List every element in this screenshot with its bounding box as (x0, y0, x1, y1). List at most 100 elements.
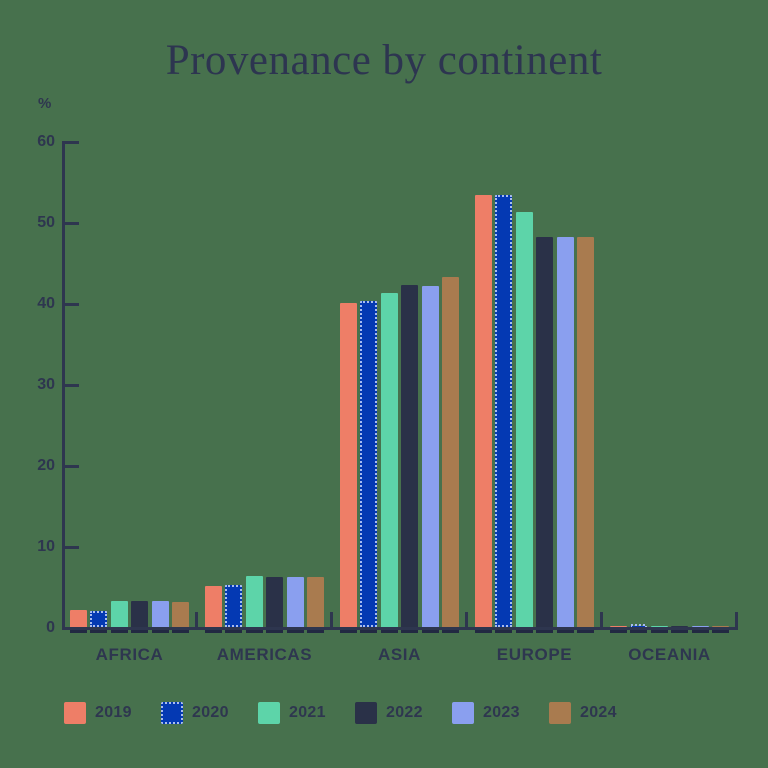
bar-base-oceania-2022 (671, 629, 688, 633)
bar-base-europe-2022 (536, 629, 553, 633)
bar-oceania-2020 (630, 626, 647, 627)
bar-base-africa-2021 (110, 629, 128, 633)
y-tick-60 (65, 141, 79, 144)
bar-oceania-2024 (712, 626, 729, 627)
legend-swatch-2021 (258, 702, 280, 724)
bar-americas-2022 (266, 577, 283, 627)
y-tick-20 (65, 465, 79, 468)
y-tick-label-60: 60 (37, 133, 55, 150)
bar-europe-2020 (495, 195, 512, 627)
bar-africa-2021 (110, 601, 128, 627)
category-label-asia: ASIA (377, 645, 422, 664)
bar-oceania-2023 (691, 626, 709, 627)
category-label-europe: EUROPE (496, 645, 573, 664)
bar-base-europe-2023 (556, 629, 574, 633)
bar-base-asia-2019 (339, 629, 357, 633)
bar-base-africa-2023 (151, 629, 169, 633)
bar-africa-2024 (172, 602, 189, 627)
bar-europe-2021 (515, 212, 533, 627)
y-axis-unit-label: % (38, 95, 52, 112)
bar-europe-2022 (536, 237, 553, 627)
bar-base-africa-2024 (172, 629, 189, 633)
bar-africa-2022 (131, 601, 148, 627)
bar-europe-2019 (474, 195, 492, 627)
bar-base-oceania-2019 (609, 629, 627, 633)
bar-base-europe-2024 (577, 629, 594, 633)
bar-americas-2023 (286, 577, 304, 627)
bar-base-asia-2024 (442, 629, 459, 633)
chart-title: Provenance by continent (165, 37, 603, 84)
y-tick-label-0: 0 (46, 619, 55, 636)
bar-base-oceania-2024 (712, 629, 729, 633)
y-tick-label-50: 50 (37, 214, 55, 231)
x-tick-1 (195, 612, 198, 627)
bar-asia-2020 (360, 301, 377, 627)
bar-base-europe-2019 (474, 629, 492, 633)
bar-asia-2021 (380, 293, 398, 627)
bar-europe-2024 (577, 237, 594, 627)
bar-americas-2024 (307, 577, 324, 627)
y-tick-label-40: 40 (37, 295, 55, 312)
bar-base-americas-2020 (225, 629, 242, 633)
legend-swatch-2024 (549, 702, 571, 724)
bar-africa-2023 (151, 601, 169, 627)
bar-oceania-2019 (609, 626, 627, 627)
legend-label-2022: 2022 (386, 704, 423, 721)
legend-item-2021: 2021 (258, 701, 326, 725)
legend-item-2019: 2019 (64, 701, 132, 725)
bar-base-africa-2019 (69, 629, 87, 633)
bar-base-europe-2021 (515, 629, 533, 633)
legend-item-2024: 2024 (549, 701, 617, 725)
legend-item-2020: 2020 (161, 701, 229, 725)
legend-label-2024: 2024 (580, 704, 617, 721)
bar-base-africa-2020 (90, 629, 107, 633)
category-label-africa: AFRICA (95, 645, 164, 664)
x-tick-5 (735, 612, 738, 627)
bar-base-americas-2024 (307, 629, 324, 633)
y-tick-label-20: 20 (37, 457, 55, 474)
legend-item-2022: 2022 (355, 701, 423, 725)
bar-asia-2019 (339, 303, 357, 627)
bar-base-oceania-2023 (691, 629, 709, 633)
x-tick-4 (600, 612, 603, 627)
legend-swatch-2022 (355, 702, 377, 724)
bar-africa-2020 (90, 611, 107, 627)
legend-item-2023: 2023 (452, 701, 520, 725)
bar-asia-2023 (421, 286, 439, 627)
y-tick-50 (65, 222, 79, 225)
bar-base-americas-2022 (266, 629, 283, 633)
legend-swatch-2023 (452, 702, 474, 724)
bar-asia-2022 (401, 285, 418, 627)
category-label-americas: AMERICAS (216, 645, 313, 664)
legend-swatch-2019 (64, 702, 86, 724)
bar-asia-2024 (442, 277, 459, 627)
x-tick-2 (330, 612, 333, 627)
bar-base-africa-2022 (131, 629, 148, 633)
bar-base-asia-2023 (421, 629, 439, 633)
legend-label-2019: 2019 (95, 704, 132, 721)
legend-label-2021: 2021 (289, 704, 326, 721)
bar-base-oceania-2021 (650, 629, 668, 633)
bar-americas-2019 (204, 586, 222, 627)
x-axis (62, 627, 738, 630)
bar-africa-2019 (69, 610, 87, 627)
bar-base-europe-2020 (495, 629, 512, 633)
bar-base-oceania-2020 (630, 629, 647, 633)
y-tick-10 (65, 546, 79, 549)
category-label-oceania: OCEANIA (628, 645, 711, 664)
bar-americas-2021 (245, 576, 263, 627)
y-tick-30 (65, 384, 79, 387)
legend-label-2020: 2020 (192, 704, 229, 721)
bar-base-americas-2019 (204, 629, 222, 633)
legend-swatch-2020 (161, 702, 183, 724)
y-tick-label-30: 30 (37, 376, 55, 393)
bar-base-asia-2022 (401, 629, 418, 633)
y-tick-40 (65, 303, 79, 306)
bar-base-asia-2020 (360, 629, 377, 633)
bar-base-asia-2021 (380, 629, 398, 633)
legend-label-2023: 2023 (483, 704, 520, 721)
bar-europe-2023 (556, 237, 574, 627)
x-tick-3 (465, 612, 468, 627)
bar-base-americas-2023 (286, 629, 304, 633)
bar-oceania-2021 (650, 626, 668, 627)
